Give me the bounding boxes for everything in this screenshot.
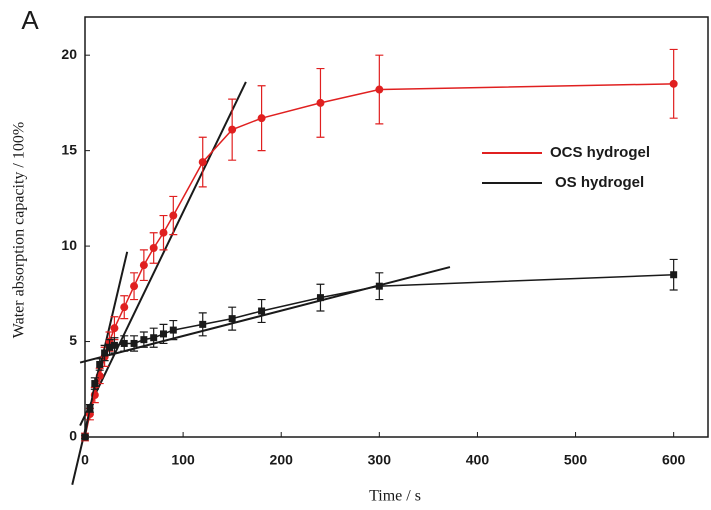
marker xyxy=(159,330,167,338)
x-axis-label: Time / s xyxy=(369,488,421,505)
legend-label: OCS hydrogel xyxy=(550,144,650,161)
marker xyxy=(130,339,138,347)
marker xyxy=(110,341,118,349)
marker xyxy=(101,349,109,357)
marker xyxy=(198,158,207,167)
marker xyxy=(316,294,324,302)
marker xyxy=(91,380,99,388)
x-tick-label: 400 xyxy=(466,452,490,468)
y-tick-label: 0 xyxy=(69,428,77,444)
x-tick-label: 200 xyxy=(270,452,294,468)
series-line xyxy=(84,83,674,438)
marker xyxy=(199,320,207,328)
plot-frame xyxy=(84,16,709,438)
marker xyxy=(130,282,139,291)
marker xyxy=(120,339,128,347)
marker xyxy=(120,303,129,312)
marker xyxy=(150,334,158,342)
y-axis-label: Water absorption capacity / 100% xyxy=(11,122,28,338)
marker xyxy=(86,404,94,412)
x-tick-label: 0 xyxy=(81,452,89,468)
marker xyxy=(257,114,266,123)
marker xyxy=(228,125,237,134)
marker xyxy=(228,315,236,323)
marker xyxy=(159,228,168,237)
marker xyxy=(316,98,325,107)
marker xyxy=(375,282,383,290)
y-tick-label: 5 xyxy=(69,332,77,348)
x-tick-label: 600 xyxy=(662,452,686,468)
panel-label: A xyxy=(21,5,39,35)
marker xyxy=(670,271,678,279)
y-tick-label: 20 xyxy=(61,46,77,62)
marker xyxy=(110,324,119,333)
marker xyxy=(169,211,178,220)
marker xyxy=(669,79,678,88)
x-tick-label: 500 xyxy=(564,452,588,468)
marker xyxy=(140,336,148,344)
marker xyxy=(96,360,104,368)
y-tick-label: 10 xyxy=(61,237,77,253)
fit-line xyxy=(79,266,451,364)
fit-line xyxy=(79,81,247,426)
legend-label: OS hydrogel xyxy=(555,174,644,191)
y-tick-label: 15 xyxy=(61,141,77,157)
marker xyxy=(375,85,384,94)
marker xyxy=(169,326,177,334)
marker xyxy=(139,261,148,270)
plot xyxy=(71,48,678,485)
x-tick-label: 300 xyxy=(368,452,392,468)
marker xyxy=(258,307,266,315)
x-tick-label: 100 xyxy=(171,452,195,468)
marker xyxy=(106,343,114,351)
marker xyxy=(149,244,158,252)
